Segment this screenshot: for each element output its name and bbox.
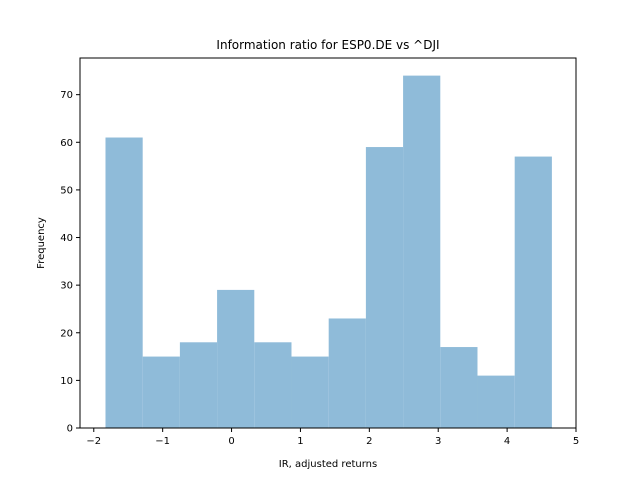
x-tick-label: −1	[155, 436, 170, 447]
y-tick-label: 60	[60, 138, 73, 149]
plot-frame	[79, 57, 577, 429]
y-tick-label: 70	[60, 90, 73, 101]
bars	[105, 75, 552, 429]
y-tick-label: 40	[60, 233, 73, 244]
histogram-bar	[179, 342, 218, 428]
x-tick-label: 3	[435, 436, 441, 447]
histogram-bar	[514, 156, 552, 429]
histogram-bar	[440, 347, 478, 428]
histogram-bar	[142, 356, 180, 428]
y-axis-label: Frequency	[36, 217, 47, 269]
histogram-bar	[217, 289, 255, 428]
y-axis-ticks: 0 10 20 30 40 50 60 70	[60, 90, 80, 435]
histogram-bar	[328, 318, 366, 428]
x-axis-ticks: −2 −1 0 1 2 3 4 5	[86, 428, 579, 447]
x-tick-label: 0	[228, 436, 234, 447]
histogram-bar	[403, 75, 441, 428]
x-axis-label: IR, adjusted returns	[279, 459, 377, 470]
x-tick-label: 5	[573, 436, 579, 447]
histogram-bar	[105, 137, 143, 428]
histogram-bar	[477, 375, 515, 428]
x-tick-label: 2	[366, 436, 372, 447]
y-tick-label: 50	[60, 185, 73, 196]
y-tick-label: 20	[60, 328, 73, 339]
x-tick-label: 1	[297, 436, 303, 447]
histogram-bar	[254, 342, 292, 428]
histogram-bar	[291, 356, 329, 428]
y-tick-label: 0	[67, 424, 73, 435]
chart-title: Information ratio for ESP0.DE vs ^DJI	[216, 38, 439, 52]
y-tick-label: 30	[60, 281, 73, 292]
x-tick-label: 4	[504, 436, 510, 447]
x-tick-label: −2	[86, 436, 101, 447]
histogram-bar	[365, 147, 404, 429]
y-tick-label: 10	[60, 376, 73, 387]
